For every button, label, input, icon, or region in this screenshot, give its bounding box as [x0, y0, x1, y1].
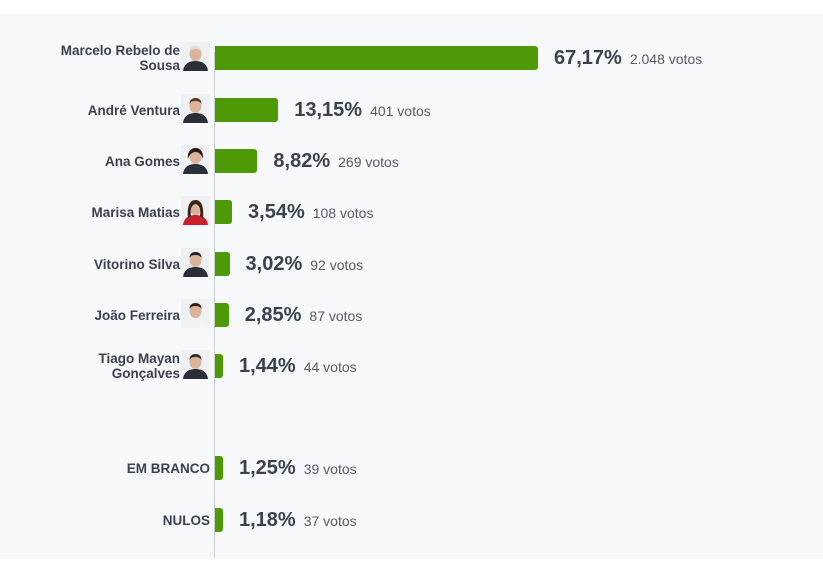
- candidate-name: Marisa Matias: [91, 204, 180, 220]
- chart-axis-line: [214, 52, 215, 558]
- candidate-name: EM BRANCO: [126, 460, 210, 476]
- candidate-name: NULOS: [162, 512, 210, 528]
- percentage-label: 8,82% 269 votos: [273, 150, 399, 172]
- result-bar: [215, 46, 538, 70]
- candidate-name: João Ferreira: [94, 307, 180, 323]
- votes-label: 44 votos: [303, 359, 357, 375]
- result-row: João Ferreira 2,85% 87 votos: [0, 295, 823, 335]
- votes-label: 92 votos: [310, 257, 364, 273]
- candidate-photo: [181, 94, 210, 123]
- result-bar: [215, 252, 230, 276]
- votes-label: 37 votos: [303, 513, 357, 529]
- result-bar: [215, 200, 233, 224]
- percentage-label: 1,25% 39 votos: [239, 457, 357, 479]
- result-row: André Ventura 13,15% 401 votos: [0, 90, 823, 130]
- candidate-name: André Ventura: [87, 102, 180, 118]
- result-row: Vitorino Silva 3,02% 92 votos: [0, 244, 823, 284]
- votes-label: 401 votos: [370, 103, 431, 119]
- result-row: Tiago Mayan Gonçalves 1,44% 44 votos: [0, 346, 823, 386]
- candidate-name: Vitorino Silva: [93, 256, 180, 272]
- votes-label: 39 votos: [303, 461, 357, 477]
- result-row: Marisa Matias 3,54% 108 votos: [0, 192, 823, 232]
- result-bar: [215, 98, 279, 122]
- percentage-label: 67,17% 2.048 votos: [554, 47, 703, 69]
- candidate-photo: [181, 145, 210, 174]
- result-bar: [215, 303, 229, 327]
- votes-label: 108 votos: [312, 205, 374, 221]
- candidate-photo: [181, 196, 210, 225]
- candidate-photo: [181, 42, 210, 71]
- result-bar: [215, 354, 223, 378]
- percentage-label: 1,18% 37 votos: [239, 509, 357, 531]
- results-panel: Marcelo Rebelo de Sousa 67,17% 2.048 votos A…: [0, 14, 823, 559]
- candidate-photo: [181, 248, 210, 277]
- votes-label: 87 votos: [309, 308, 363, 324]
- result-bar: [215, 508, 223, 532]
- votes-label: 269 votos: [338, 154, 399, 170]
- result-bar: [215, 456, 223, 480]
- percentage-label: 1,44% 44 votos: [239, 355, 357, 377]
- percentage-label: 2,85% 87 votos: [244, 304, 363, 326]
- candidate-photo: [181, 350, 210, 379]
- result-row: Marcelo Rebelo de Sousa 67,17% 2.048 votos: [0, 38, 823, 78]
- candidate-name: Marcelo Rebelo de Sousa: [60, 43, 180, 73]
- candidate-name: Tiago Mayan Gonçalves: [98, 351, 180, 381]
- result-row: EM BRANCO 1,25% 39 votos: [0, 448, 823, 488]
- result-row: NULOS 1,18% 37 votos: [0, 500, 823, 540]
- votes-label: 2.048 votos: [629, 51, 703, 67]
- candidate-name: Ana Gomes: [104, 153, 180, 169]
- percentage-label: 3,54% 108 votos: [248, 201, 374, 223]
- percentage-label: 3,02% 92 votos: [245, 253, 364, 275]
- percentage-label: 13,15% 401 votos: [294, 99, 431, 121]
- candidate-photo: [181, 299, 210, 328]
- result-row: Ana Gomes 8,82% 269 votos: [0, 141, 823, 181]
- result-bar: [215, 149, 258, 173]
